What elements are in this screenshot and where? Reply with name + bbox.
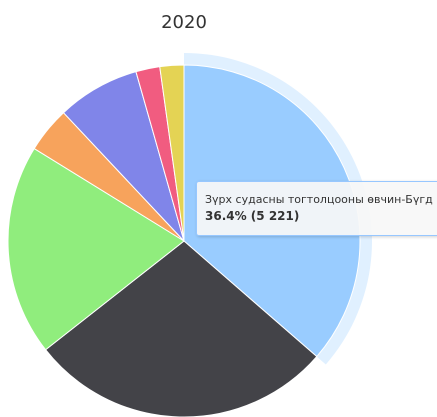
tooltip-series-name: Зүрх судасны тогтолцооны өвчин-Бүгд (205, 193, 433, 206)
tooltip-value: 36.4% (5 221) (205, 209, 300, 223)
chart-title: 2020 (161, 12, 207, 33)
pie-slice-7[interactable] (159, 64, 185, 242)
chart-tooltip: Зүрх судасны тогтолцооны өвчин-Бүгд 36.4… (196, 181, 437, 236)
pie-slice-3[interactable] (7, 148, 185, 351)
